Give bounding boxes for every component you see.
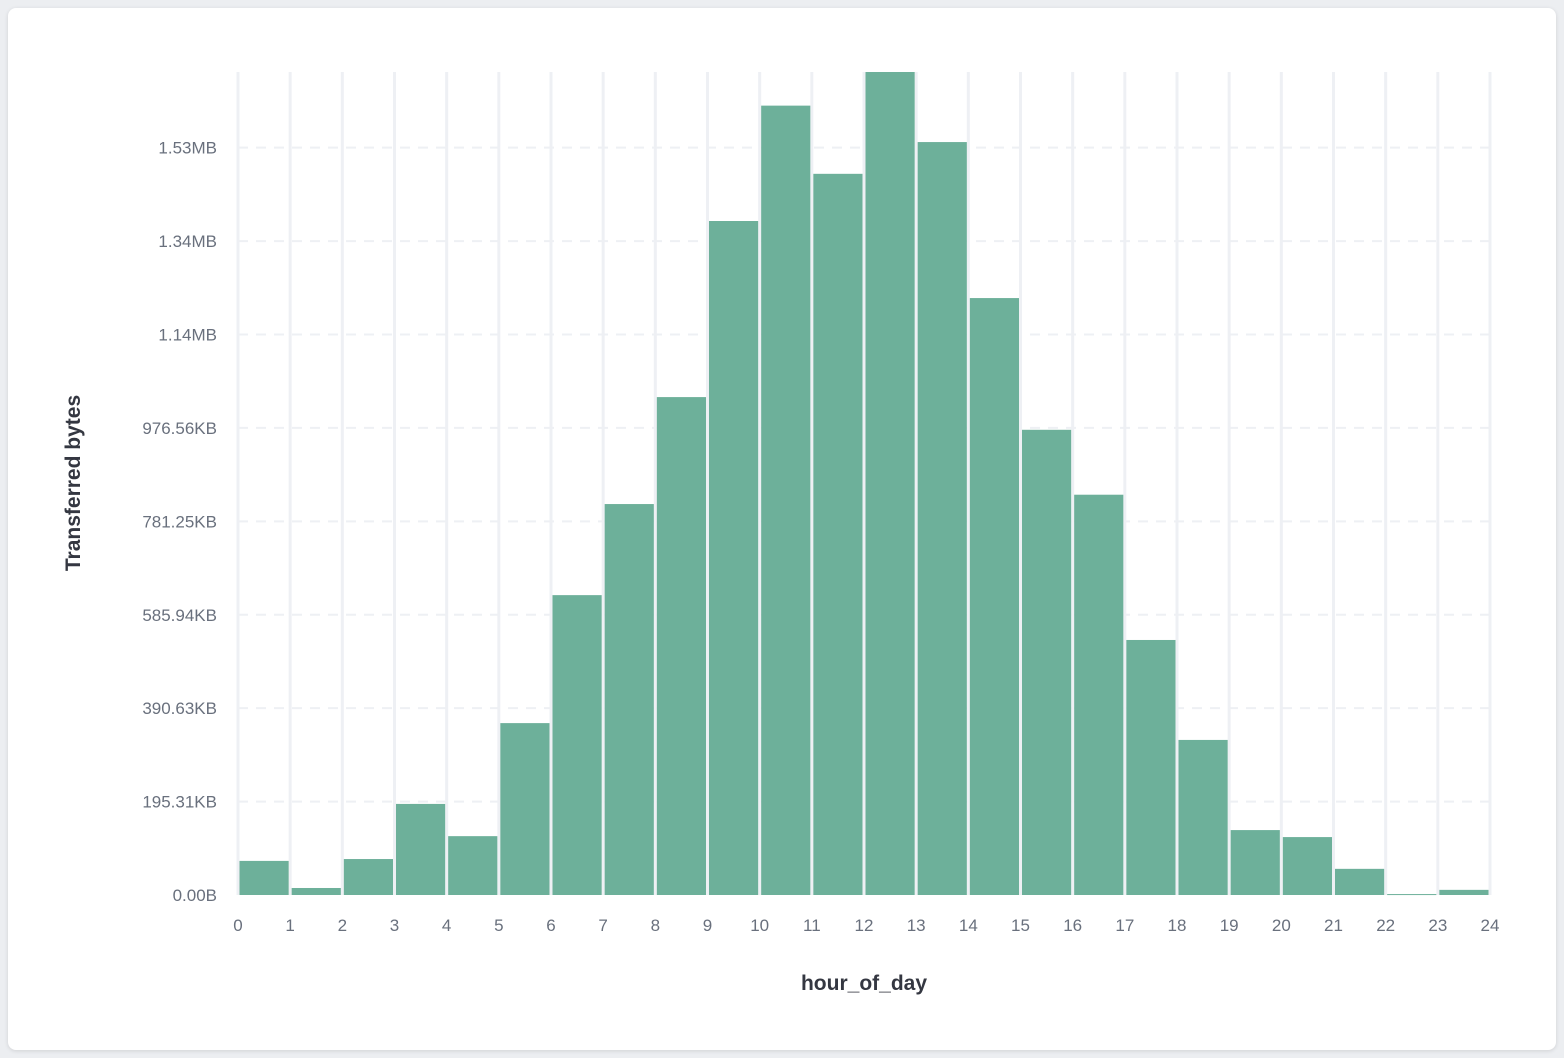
bar-hour-16[interactable]: [1074, 494, 1124, 895]
x-tick-label: 1: [285, 916, 294, 935]
bar-hour-14[interactable]: [969, 298, 1019, 895]
x-axis-ticks: 0 1 2 3 4 5 6 7 8 9 10 11 12 13 14 15 16 17 18 19 20 21 22 23 24: [233, 916, 1499, 935]
y-tick-label: 1.53MB: [158, 139, 217, 158]
x-tick-label: 4: [442, 916, 451, 935]
y-tick-label: 390.63KB: [142, 699, 217, 718]
x-tick-label: 2: [338, 916, 347, 935]
x-axis-title: hour_of_day: [801, 972, 927, 995]
x-tick-label: 18: [1168, 916, 1187, 935]
bar-hour-6[interactable]: [552, 595, 602, 895]
bar-hour-10[interactable]: [761, 105, 811, 896]
x-tick-label: 21: [1324, 916, 1343, 935]
x-tick-label: 14: [959, 916, 978, 935]
x-tick-label: 7: [598, 916, 607, 935]
y-tick-label: 0.00B: [173, 886, 217, 905]
bar-hour-8[interactable]: [656, 397, 706, 895]
y-axis-ticks: 0.00B 195.31KB 390.63KB 585.94KB 781.25KB 976…: [142, 139, 217, 905]
bar-hour-9[interactable]: [709, 220, 759, 895]
bar-hour-22[interactable]: [1387, 894, 1437, 896]
y-tick-label: 585.94KB: [142, 606, 217, 625]
x-tick-label: 5: [494, 916, 503, 935]
x-tick-label: 20: [1272, 916, 1291, 935]
x-tick-label: 23: [1428, 916, 1447, 935]
bar-hour-13[interactable]: [917, 142, 967, 895]
y-tick-label: 195.31KB: [142, 793, 217, 812]
x-tick-label: 24: [1481, 916, 1500, 935]
bar-hour-11[interactable]: [813, 173, 863, 895]
x-tick-label: 9: [703, 916, 712, 935]
y-tick-label: 1.34MB: [158, 232, 217, 251]
bar-hour-19[interactable]: [1230, 830, 1280, 895]
bar-hour-0[interactable]: [239, 860, 289, 895]
x-tick-label: 8: [651, 916, 660, 935]
x-tick-label: 10: [750, 916, 769, 935]
x-tick-label: 6: [546, 916, 555, 935]
y-tick-label: 1.14MB: [158, 326, 217, 345]
x-tick-label: 13: [907, 916, 926, 935]
bar-hour-2[interactable]: [343, 859, 393, 895]
bar-hour-17[interactable]: [1126, 639, 1176, 895]
gridlines: [236, 72, 1492, 895]
bar-hour-5[interactable]: [500, 723, 550, 895]
bar-hour-1[interactable]: [291, 887, 341, 895]
x-tick-label: 12: [855, 916, 874, 935]
x-tick-label: 19: [1220, 916, 1239, 935]
bars: [239, 72, 1489, 896]
x-tick-label: 11: [803, 916, 821, 935]
y-axis-title: Transferred bytes: [62, 395, 85, 571]
x-tick-label: 17: [1115, 916, 1134, 935]
bar-hour-3[interactable]: [396, 803, 446, 895]
bar-hour-15[interactable]: [1022, 429, 1072, 895]
bar-hour-12[interactable]: [865, 72, 915, 895]
y-tick-label: 781.25KB: [142, 512, 217, 531]
x-tick-label: 22: [1376, 916, 1395, 935]
bar-hour-20[interactable]: [1282, 837, 1332, 895]
bar-hour-21[interactable]: [1335, 868, 1385, 895]
x-tick-label: 16: [1063, 916, 1082, 935]
bar-hour-7[interactable]: [604, 504, 654, 895]
bar-hour-4[interactable]: [448, 836, 498, 895]
y-tick-label: 976.56KB: [142, 419, 217, 438]
bar-hour-18[interactable]: [1178, 739, 1228, 895]
x-tick-label: 15: [1011, 916, 1030, 935]
bar-hour-23[interactable]: [1439, 889, 1489, 895]
x-tick-label: 0: [233, 916, 242, 935]
x-tick-label: 3: [390, 916, 399, 935]
